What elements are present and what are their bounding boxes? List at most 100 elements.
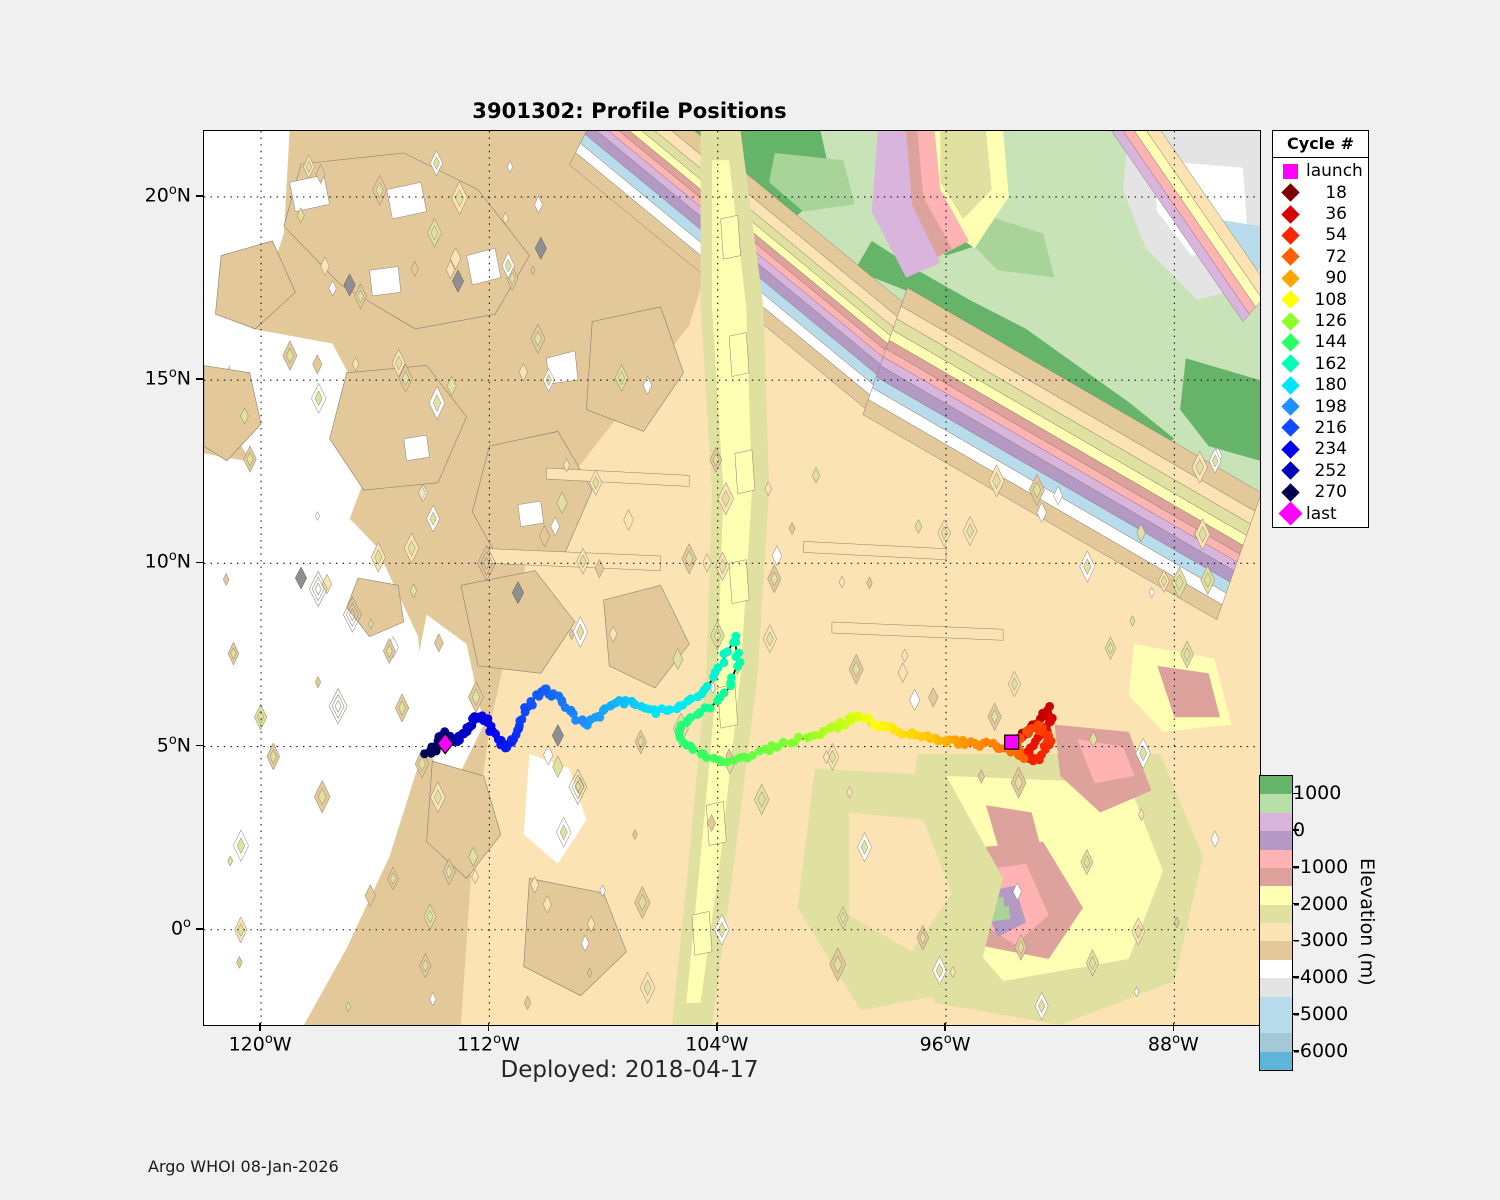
legend-item[interactable]: 270	[1273, 481, 1368, 502]
cycle-marker-icon	[1279, 482, 1301, 502]
legend-item-label: 252	[1314, 460, 1347, 481]
marker-glyph	[1280, 311, 1300, 331]
legend-item[interactable]: 252	[1273, 460, 1368, 481]
cycle-marker-icon	[1279, 354, 1301, 373]
x-axis-tick-mark	[1172, 1023, 1175, 1031]
marker-glyph	[1280, 440, 1300, 459]
y-axis-tick-mark	[196, 378, 204, 380]
marker-glyph	[1280, 397, 1300, 416]
legend-item[interactable]: 108	[1273, 289, 1368, 310]
x-axis-tick-label: 104oW	[685, 1032, 749, 1056]
cycle-marker-icon	[1279, 247, 1301, 267]
y-axis-tick-mark	[196, 195, 204, 197]
launch-marker-icon	[1279, 163, 1301, 179]
colorbar-band	[1260, 923, 1292, 942]
marker-glyph	[1280, 418, 1300, 438]
colorbar-tick-mark	[1292, 792, 1299, 795]
marker-glyph	[1280, 354, 1300, 373]
legend-item[interactable]: 162	[1273, 353, 1368, 374]
legend-item[interactable]: 90	[1273, 268, 1368, 289]
last-marker-icon	[1277, 501, 1303, 526]
cycle-marker-icon	[1279, 269, 1301, 288]
legend-item[interactable]: 72	[1273, 246, 1368, 267]
x-axis-tick-label: 112oW	[456, 1032, 520, 1056]
colorbar-band	[1260, 1051, 1292, 1070]
cycle-marker-icon	[1279, 226, 1301, 245]
cycle-marker-icon	[1279, 375, 1301, 395]
x-axis-tick-mark	[487, 1023, 490, 1031]
colorbar-tick-label: -5000	[1293, 1002, 1349, 1025]
legend-item-label: 162	[1314, 353, 1347, 374]
colorbar-band	[1260, 812, 1292, 832]
colorbar-tick-mark	[1292, 1013, 1299, 1015]
cycle-marker-icon	[1279, 311, 1301, 331]
marker-glyph	[1277, 501, 1303, 526]
legend-item-label: 54	[1325, 225, 1347, 246]
colorbar-tick-label: -1000	[1293, 855, 1349, 878]
legend-item-label: 108	[1314, 289, 1347, 310]
legend-item[interactable]: 180	[1273, 375, 1368, 396]
legend-item[interactable]: 216	[1273, 417, 1368, 438]
marker-glyph	[1280, 333, 1300, 352]
y-axis-tick-label: 0o	[170, 915, 191, 940]
x-axis-tick-mark	[715, 1023, 718, 1031]
y-axis-tick-mark	[196, 927, 204, 930]
legend-item[interactable]: 18	[1273, 182, 1368, 203]
cycle-marker-icon	[1279, 418, 1301, 438]
marker-glyph	[1280, 461, 1300, 480]
map-canvas	[204, 131, 1260, 1025]
marker-glyph	[1280, 204, 1300, 224]
x-axis-tick-label: 88oW	[1147, 1032, 1199, 1056]
legend-item[interactable]: 144	[1273, 332, 1368, 353]
colorbar-tick-label: -2000	[1293, 892, 1349, 915]
legend-item[interactable]: 234	[1273, 439, 1368, 460]
legend-item[interactable]: 54	[1273, 225, 1368, 246]
colorbar-axis-label: Elevation (m)	[1356, 858, 1378, 986]
legend-item[interactable]: 126	[1273, 310, 1368, 331]
legend-item-label: 234	[1314, 439, 1347, 460]
marker-glyph	[1280, 183, 1300, 202]
legend-item-label: 18	[1325, 182, 1347, 203]
colorbar-tick-mark	[1292, 829, 1299, 831]
legend-item-label: 90	[1325, 268, 1347, 289]
marker-glyph	[1280, 226, 1300, 245]
legend-item[interactable]: 198	[1273, 396, 1368, 417]
map-plot-area[interactable]	[203, 130, 1261, 1026]
y-axis-tick-label: 5oN	[156, 732, 191, 756]
marker-glyph	[1282, 163, 1298, 179]
y-axis-tick-mark	[196, 744, 204, 747]
colorbar-band	[1260, 886, 1292, 905]
cycle-marker-icon	[1279, 461, 1301, 480]
legend-item[interactable]: 36	[1273, 203, 1368, 224]
legend-item-label: 144	[1314, 332, 1347, 353]
footer-credit: Argo WHOI 08-Jan-2026	[148, 1157, 339, 1176]
colorbar-band	[1260, 904, 1292, 923]
colorbar-tick-mark	[1292, 939, 1299, 942]
marker-glyph	[1280, 290, 1300, 309]
colorbar-tick-mark	[1292, 902, 1299, 905]
cycle-legend[interactable]: Cycle # launch 18 36 54 72 90 108 126 144 162 180 1…	[1272, 130, 1369, 529]
y-axis-tick-label: 15oN	[144, 366, 191, 390]
colorbar-band	[1260, 996, 1292, 1034]
cycle-marker-icon	[1279, 397, 1301, 416]
legend-item[interactable]: last	[1273, 501, 1368, 526]
legend-item-label: 216	[1314, 417, 1347, 438]
colorbar-band	[1260, 978, 1292, 997]
legend-item-label: 180	[1314, 375, 1347, 396]
marker-glyph	[1280, 482, 1300, 502]
legend-item[interactable]: launch	[1273, 161, 1368, 182]
colorbar-tick-label: -6000	[1293, 1039, 1349, 1062]
y-axis-tick-label: 10oN	[144, 549, 191, 573]
bathymetry-layer	[204, 131, 1260, 1025]
y-axis-tick-mark	[196, 561, 204, 564]
colorbar-band	[1260, 867, 1292, 887]
legend-item-label: launch	[1306, 161, 1363, 182]
x-axis-tick-mark	[259, 1023, 261, 1031]
legend-item-label: 126	[1314, 311, 1347, 332]
legend-items: launch 18 36 54 72 90 108 126 144 162 180 198 216 234…	[1273, 158, 1368, 528]
marker-glyph	[1280, 269, 1300, 288]
colorbar-tick-label: 0	[1293, 819, 1306, 842]
cycle-marker-icon	[1279, 290, 1301, 309]
legend-item-label: last	[1306, 503, 1337, 524]
colorbar-tick-mark	[1292, 1049, 1299, 1052]
